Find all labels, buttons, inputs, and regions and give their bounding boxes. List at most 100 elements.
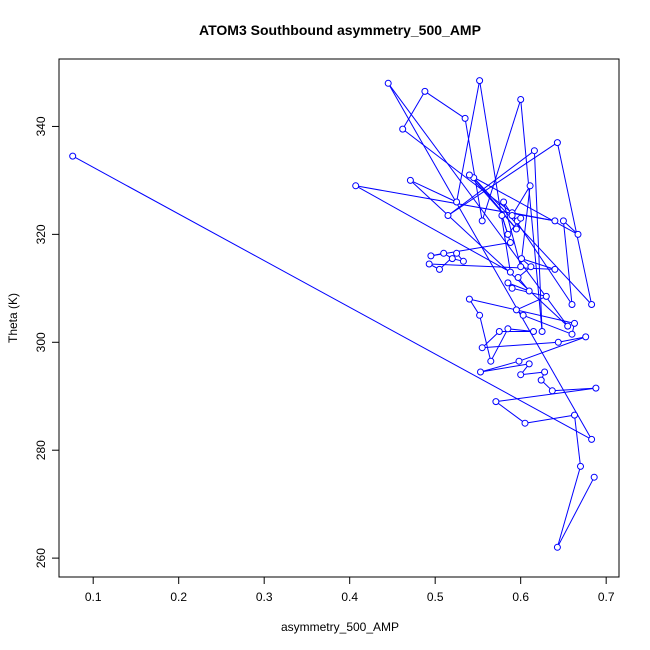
data-point	[571, 319, 578, 327]
y-axis-label: Theta (K)	[6, 293, 20, 343]
data-point	[504, 230, 512, 238]
series-segment	[480, 360, 520, 373]
series-segment	[503, 201, 522, 267]
data-point	[592, 384, 600, 392]
x-tick-label: 0.6	[512, 590, 529, 604]
data-point	[478, 344, 486, 352]
data-point	[526, 182, 534, 190]
series-segment	[556, 466, 581, 548]
x-tick-label: 0.4	[341, 590, 358, 604]
data-point	[577, 462, 584, 470]
series-segment	[518, 336, 586, 362]
data-point	[506, 268, 514, 276]
series-segment	[556, 142, 593, 305]
series-segment	[481, 331, 500, 349]
data-point	[517, 263, 525, 271]
data-point	[574, 230, 582, 238]
x-axis-label: asymmetry_500_AMP	[281, 620, 399, 634]
series-segment	[490, 328, 509, 362]
series-segment	[429, 263, 555, 270]
chart-title: ATOM3 Southbound asymmetry_500_AMP	[199, 22, 481, 38]
data-point	[427, 252, 435, 260]
series-segment	[574, 415, 581, 467]
series-segment	[464, 118, 483, 221]
series-segment	[480, 363, 530, 373]
series-segment	[447, 142, 558, 216]
data-point	[444, 212, 452, 219]
data-point	[453, 198, 461, 206]
data-point	[69, 152, 77, 160]
data-point	[448, 255, 456, 263]
data-point	[461, 114, 469, 122]
series-segment	[511, 185, 531, 216]
data-point	[530, 147, 538, 155]
data-point	[542, 292, 550, 300]
series-segment	[501, 215, 511, 243]
data-point	[564, 322, 572, 330]
data-point	[517, 371, 525, 379]
series-segment	[456, 80, 481, 203]
series-segment	[507, 282, 530, 292]
data-point	[515, 357, 523, 365]
y-axis: 260 280 300 320 340	[34, 116, 60, 568]
data-point	[588, 435, 596, 443]
series-segment	[523, 314, 573, 335]
data-point	[453, 249, 461, 257]
x-tick-label: 0.5	[427, 590, 444, 604]
series-segment	[410, 180, 569, 327]
series-segment	[355, 185, 511, 273]
y-tick-label: 280	[34, 440, 48, 460]
x-tick-label: 0.7	[598, 590, 615, 604]
data-point	[512, 225, 520, 233]
data-point	[465, 295, 473, 303]
data-point	[582, 333, 590, 341]
data-point	[541, 368, 549, 376]
data-point	[530, 328, 537, 335]
data-point	[500, 198, 508, 206]
data-point	[465, 171, 473, 179]
data-point	[498, 212, 506, 219]
data-point	[551, 265, 559, 273]
data-point	[506, 239, 514, 246]
data-point	[525, 287, 533, 295]
series-segment	[520, 99, 543, 332]
data-point	[508, 212, 516, 219]
series-segment	[410, 179, 457, 203]
y-tick-label: 320	[34, 224, 48, 244]
data-point	[425, 260, 433, 268]
data-point	[495, 328, 503, 335]
series-segment	[479, 80, 511, 273]
data-point	[554, 338, 562, 346]
y-tick-label: 260	[34, 548, 48, 568]
data-point	[518, 255, 525, 263]
series-segment	[72, 155, 592, 440]
data-point	[512, 306, 520, 314]
series-segment	[387, 83, 593, 440]
data-point	[476, 311, 484, 319]
data-point	[517, 214, 525, 222]
series-segment	[481, 99, 522, 222]
data-point	[571, 411, 578, 419]
x-axis: 0.1 0.2 0.3 0.4 0.5 0.6 0.7	[85, 576, 615, 604]
data-point	[537, 376, 545, 384]
data-point	[477, 368, 484, 376]
series-points	[69, 77, 600, 551]
data-point	[519, 311, 527, 319]
data-point	[517, 96, 525, 103]
data-point	[508, 284, 516, 292]
series-segment	[558, 336, 586, 343]
plot-frame	[58, 58, 620, 578]
series-segment	[424, 90, 466, 119]
y-tick-label: 300	[34, 332, 48, 352]
series-segment	[402, 91, 426, 130]
data-point	[538, 328, 546, 335]
data-point	[514, 274, 522, 281]
series-segment	[516, 295, 547, 311]
series-segment	[469, 174, 579, 235]
data-point	[384, 79, 392, 87]
data-point	[568, 330, 576, 338]
series-segment	[552, 387, 596, 392]
data-point	[521, 419, 529, 427]
x-tick-label: 0.2	[170, 590, 187, 604]
